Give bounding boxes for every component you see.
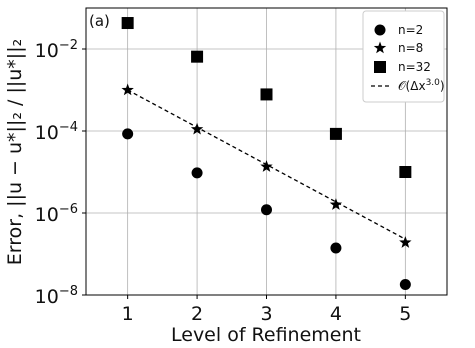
legend-label: n=2 [398, 23, 423, 37]
legend-label: n=32 [398, 60, 431, 74]
x-axis-label: Level of Refinement [171, 324, 361, 346]
square-point [191, 50, 204, 63]
series-layer [121, 17, 412, 291]
square-point [329, 127, 342, 140]
star-point [329, 198, 343, 210]
legend-label: n=8 [398, 41, 423, 55]
x-tick-label: 4 [330, 303, 342, 325]
square-point [399, 166, 412, 178]
circle-point [330, 242, 342, 254]
legend-star-marker [373, 41, 387, 54]
series-0 [122, 128, 411, 291]
series-2 [121, 17, 412, 178]
panel-label: (a) [89, 12, 110, 30]
circle-point [122, 128, 134, 140]
y-axis-label: Error, ||u − u*||₂ / ||u*||₂ [4, 39, 26, 265]
x-tick-label: 1 [122, 303, 134, 325]
legend-circle-marker [374, 24, 386, 36]
star-point [399, 236, 412, 248]
star-point [121, 83, 134, 96]
y-tick-labels: 10−8 10−6 10−4 10−2 [35, 38, 78, 308]
x-tick-label: 3 [260, 303, 272, 325]
star-point [260, 160, 273, 172]
series-1 [121, 83, 412, 248]
y-tick-label: 10−8 [35, 284, 78, 308]
x-tick-label: 5 [399, 303, 411, 325]
circle-point [399, 279, 411, 291]
legend-label: 𝒪(Δx3.0) [398, 78, 445, 93]
star-point [190, 122, 204, 135]
x-tick-labels: 1 2 3 4 5 [122, 303, 412, 325]
square-point [121, 17, 134, 30]
series-3 [127, 89, 406, 240]
x-tick-label: 2 [191, 303, 203, 325]
tick-marks [82, 48, 406, 299]
legend: n=2 n=8 n=32 𝒪(Δx3.0) [362, 10, 445, 103]
circle-point [191, 167, 203, 179]
y-tick-label: 10−2 [35, 38, 78, 62]
y-tick-label: 10−6 [35, 202, 78, 226]
reference-line [127, 89, 406, 240]
legend-square-marker [374, 61, 386, 73]
y-tick-label: 10−4 [35, 120, 78, 144]
square-point [260, 88, 273, 101]
circle-point [261, 204, 272, 216]
